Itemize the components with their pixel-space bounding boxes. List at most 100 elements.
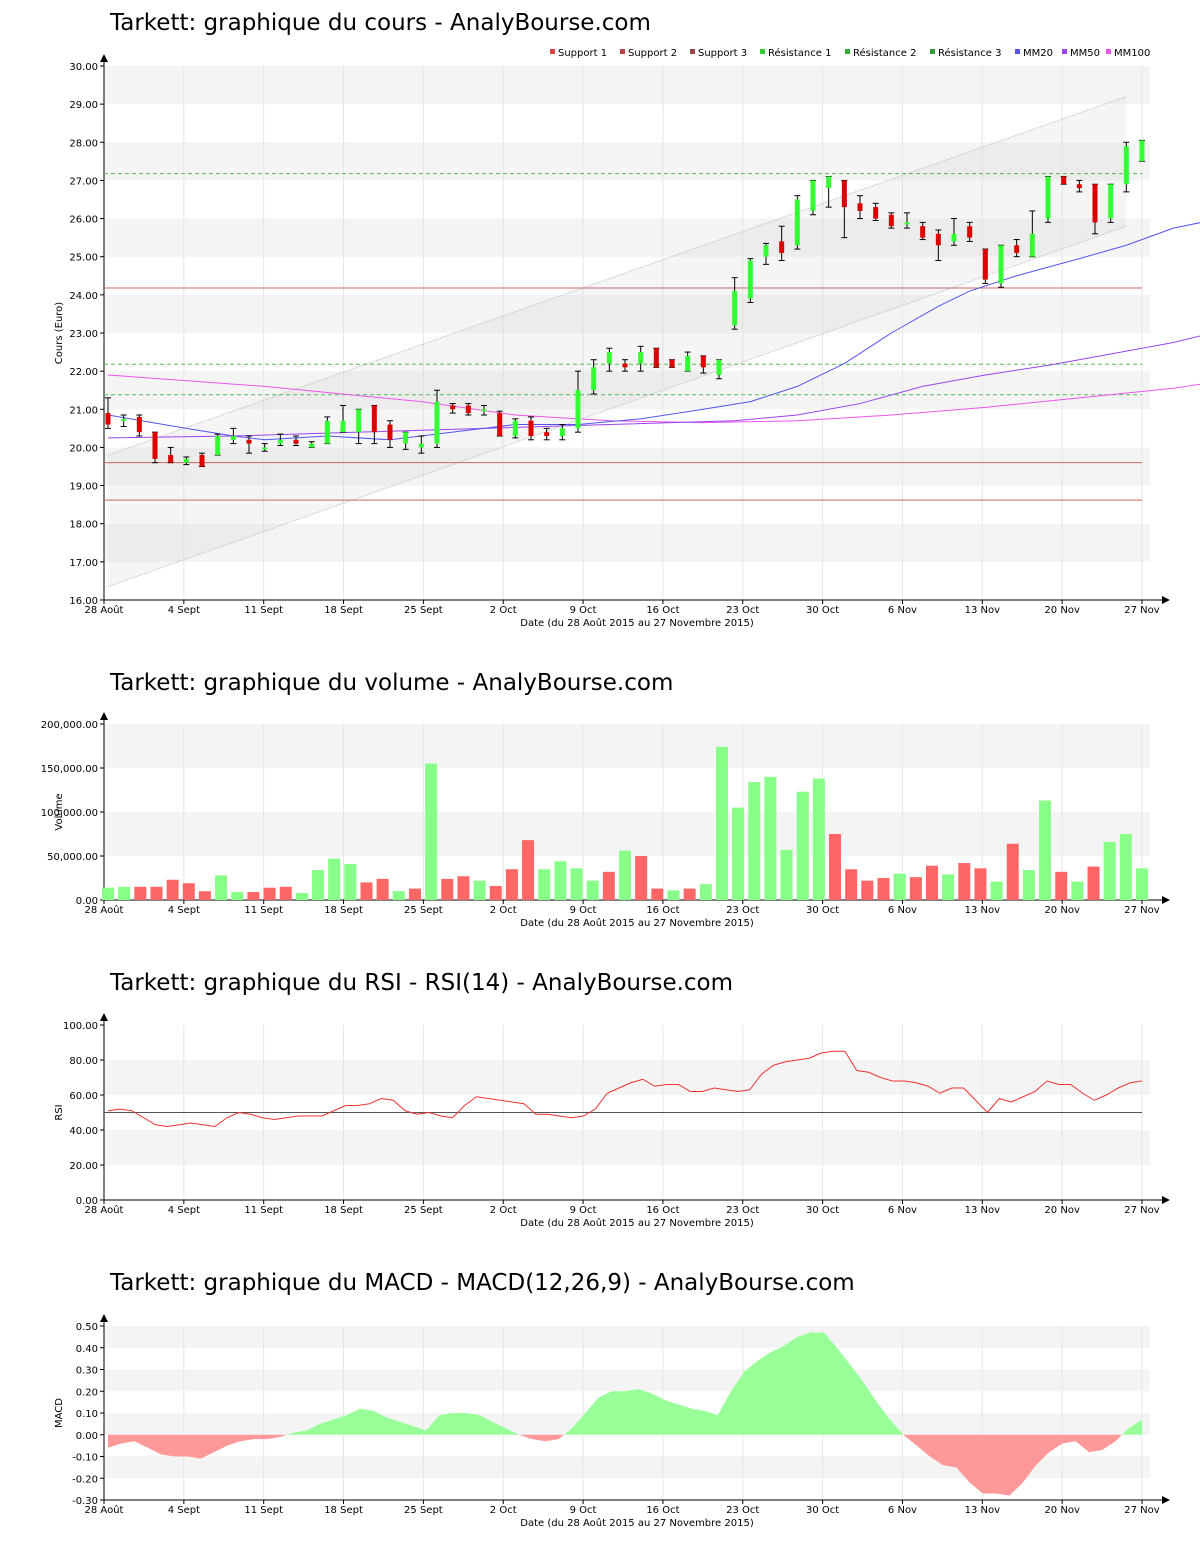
rsi-chart: Tarkett: graphique du RSI - RSI(14) - An… xyxy=(0,960,1200,1240)
price-candle-body xyxy=(591,367,597,391)
price-candle-body xyxy=(418,443,424,448)
rsi-xtick-label: 20 Nov xyxy=(1044,1205,1080,1216)
volume-bar xyxy=(602,871,615,900)
volume-ytick-label: 200,000.00 xyxy=(41,720,98,731)
volume-xtick-label: 2 Oct xyxy=(490,905,517,916)
macd-y-axis-arrow xyxy=(100,1314,108,1322)
price-legend-label: Résistance 1 xyxy=(768,47,831,59)
volume-bar xyxy=(522,840,535,900)
macd-ytick-label: 0.20 xyxy=(76,1387,98,1398)
macd-ytick-label: 0.00 xyxy=(76,1431,98,1442)
volume-ytick-label: 100,000.00 xyxy=(41,808,98,819)
price-candle-body xyxy=(403,432,409,444)
volume-bar xyxy=(829,834,842,900)
price-candle-body xyxy=(215,435,221,456)
price-mm100-line xyxy=(107,374,1200,424)
price-candle-body xyxy=(967,226,973,238)
rsi-xtick-label: 27 Nov xyxy=(1124,1205,1160,1216)
volume-bar xyxy=(1103,841,1116,900)
rsi-xtick-label: 28 Août xyxy=(85,1204,124,1216)
macd-grid-band xyxy=(104,1434,1150,1457)
volume-bar xyxy=(683,888,696,900)
price-candle-body xyxy=(857,203,863,211)
price-candle-body xyxy=(841,180,847,208)
price-candle-body xyxy=(622,363,628,368)
volume-bar xyxy=(861,880,874,900)
macd-xtick-label: 6 Nov xyxy=(888,1505,917,1516)
price-legend-swatch xyxy=(620,49,625,54)
macd-chart-plot: 28 Août 4 Sept 11 Sept 18 Sept 25 Sept 2 Oct 9… xyxy=(54,1314,1170,1529)
price-candle-body xyxy=(873,207,879,219)
volume-bar xyxy=(958,863,971,900)
rsi-grid-band xyxy=(104,1060,1150,1095)
rsi-y-axis-label: RSI xyxy=(54,1104,65,1120)
rsi-xtick-label: 18 Sept xyxy=(324,1205,363,1216)
price-legend-label: MM50 xyxy=(1070,48,1100,59)
volume-xtick-label: 11 Sept xyxy=(244,905,283,916)
price-ytick-label: 16.00 xyxy=(69,596,98,607)
macd-grid-band xyxy=(104,1347,1150,1370)
price-grid-band xyxy=(104,447,1150,486)
price-legend-swatch xyxy=(690,49,695,54)
price-xtick-label: 20 Nov xyxy=(1044,605,1080,616)
volume-bar xyxy=(344,863,357,900)
price-candle-body xyxy=(998,245,1004,284)
price-candle-body xyxy=(168,455,174,463)
volume-bar xyxy=(102,887,114,900)
rsi-ytick-label: 60.00 xyxy=(69,1091,98,1102)
price-x-axis-arrow xyxy=(1162,596,1170,604)
volume-bar xyxy=(732,807,745,900)
volume-bar xyxy=(764,776,777,900)
price-candle-body xyxy=(230,435,236,440)
price-legend-swatch xyxy=(550,49,555,54)
macd-positive-area xyxy=(1122,1419,1142,1435)
price-legend-swatch xyxy=(845,49,850,54)
rsi-xtick-label: 9 Oct xyxy=(570,1205,597,1216)
price-chart: Tarkett: graphique du cours - AnalyBours… xyxy=(0,0,1200,640)
price-candle-body xyxy=(638,352,644,364)
price-candle-body xyxy=(481,409,487,412)
price-grid-band xyxy=(104,218,1150,257)
price-candle-body xyxy=(262,447,268,450)
rsi-ytick-label: 80.00 xyxy=(69,1056,98,1067)
price-legend-swatch xyxy=(760,49,765,54)
macd-xtick-label: 28 Août xyxy=(85,1504,124,1516)
volume-bar xyxy=(715,746,728,900)
price-candle-body xyxy=(136,416,142,433)
price-candle-body xyxy=(716,359,722,375)
volume-bar xyxy=(408,888,421,900)
volume-bar xyxy=(263,887,276,900)
volume-bar xyxy=(425,763,438,900)
price-candle-body xyxy=(1092,184,1098,223)
rsi-line xyxy=(107,1050,1143,1128)
price-candle-body xyxy=(356,409,362,433)
volume-bar xyxy=(1006,843,1019,900)
rsi-chart-title: Tarkett: graphique du RSI - RSI(14) - An… xyxy=(110,970,734,996)
volume-bar xyxy=(457,876,470,900)
price-candle-body xyxy=(497,413,503,436)
macd-grid-band xyxy=(104,1326,1150,1348)
macd-positive-area xyxy=(286,1408,519,1435)
volume-bar xyxy=(505,869,518,900)
volume-bar xyxy=(554,861,567,900)
price-ytick-label: 28.00 xyxy=(69,138,98,149)
rsi-grid-band xyxy=(104,1165,1150,1200)
price-candle-body xyxy=(951,233,957,242)
price-legend-swatch xyxy=(930,49,935,54)
price-candle-body xyxy=(152,432,158,459)
volume-bar xyxy=(796,791,809,900)
volume-bar xyxy=(1087,866,1100,900)
price-candle-body xyxy=(1045,176,1051,219)
price-ytick-label: 29.00 xyxy=(69,100,98,111)
volume-bar xyxy=(990,881,1003,900)
price-chart-title: Tarkett: graphique du cours - AnalyBours… xyxy=(110,10,651,36)
price-candle-body xyxy=(277,439,283,444)
macd-negative-area xyxy=(108,1434,287,1459)
volume-xtick-label: 20 Nov xyxy=(1044,905,1080,916)
price-ytick-label: 30.00 xyxy=(69,62,98,73)
volume-bar xyxy=(780,849,793,900)
rsi-xtick-label: 16 Oct xyxy=(646,1205,679,1216)
price-candle-body xyxy=(371,405,377,433)
price-legend-label: MM100 xyxy=(1114,48,1150,59)
price-candle-body xyxy=(732,291,738,326)
